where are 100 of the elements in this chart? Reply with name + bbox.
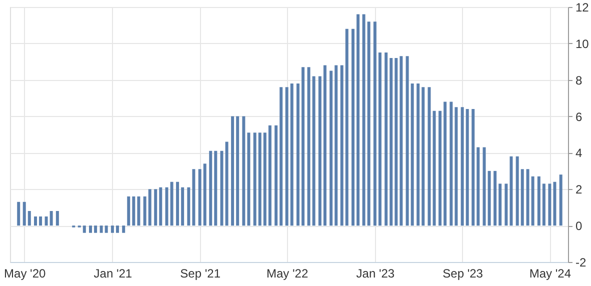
bar [444,102,447,226]
bar [94,226,98,233]
x-tick-label: Jan '21 [94,266,132,280]
bar [537,176,540,226]
bar [159,187,162,226]
bar [104,226,108,233]
bar [127,196,130,226]
x-tick-label: Sep '23 [442,266,484,280]
bar [148,189,152,226]
bar [192,169,196,226]
bar [242,116,246,226]
x-tick-label: May '20 [4,266,46,280]
bar [460,107,464,226]
bar [494,170,497,226]
bar [466,109,469,226]
bar [482,147,486,226]
bar [432,110,436,226]
bar [209,150,212,226]
y-tick-label: 4 [576,146,582,160]
x-tick-label: Jan '23 [356,266,395,280]
bar [438,110,442,226]
bar [154,189,158,226]
bar [100,226,103,233]
bar [110,226,114,233]
bar [510,156,513,226]
bar [258,132,262,226]
bar [323,65,326,226]
bar [394,58,398,226]
bar [82,226,86,233]
bar [231,116,234,226]
bar [253,132,256,226]
bar [367,22,370,226]
bar [236,116,240,226]
bar [340,65,344,226]
bar [352,28,355,226]
bar [318,76,322,226]
bar [280,87,283,226]
bar [390,58,393,226]
bar [450,102,453,226]
bar [187,187,190,226]
bar [56,211,59,226]
bar [137,196,140,226]
bar [406,56,409,226]
y-tick-label: 12 [576,0,590,14]
bar [476,147,480,226]
bar [17,202,20,226]
bar [225,142,228,226]
bar [44,216,48,226]
bar [312,76,316,226]
bar [548,184,552,226]
bar [504,184,508,226]
bar [422,87,425,226]
bar [542,184,546,226]
x-tick-label: Sep '21 [180,266,221,280]
bar [203,164,206,226]
bar [559,174,562,226]
y-tick-label: -2 [576,256,586,270]
bar [285,87,288,226]
bar [416,84,420,226]
x-tick-label: May '24 [529,266,572,280]
bar [34,216,37,226]
bar [553,182,556,226]
bar [50,211,53,226]
bar [116,226,119,233]
bar [132,196,136,226]
bar [22,202,26,226]
bar [181,187,184,226]
bar [526,169,530,226]
bar [488,170,491,226]
bar [516,156,519,226]
bar [330,70,333,226]
bar [378,52,382,226]
bar [28,211,31,226]
bar [498,184,502,226]
bar [384,52,388,226]
bar [362,14,366,226]
bar [356,14,360,226]
bar [302,67,305,226]
bar [520,169,524,226]
y-tick-label: 8 [576,73,582,88]
y-tick-label: 0 [576,219,582,234]
bar [454,107,458,226]
bar [428,87,431,226]
bar [334,65,338,226]
bar [143,196,146,226]
bar [214,150,218,226]
bar [410,84,414,226]
x-tick-label: May '22 [266,266,308,280]
y-tick-label: 6 [576,110,582,124]
bar [307,67,310,226]
bar [220,150,224,226]
y-tick-label: 2 [576,182,582,197]
y-tick-label: 10 [576,36,590,51]
bar [296,84,300,226]
bar [274,125,278,226]
bar [472,109,475,226]
bar [247,132,250,226]
bar [198,169,202,226]
bar [290,84,294,226]
bar [165,187,168,226]
